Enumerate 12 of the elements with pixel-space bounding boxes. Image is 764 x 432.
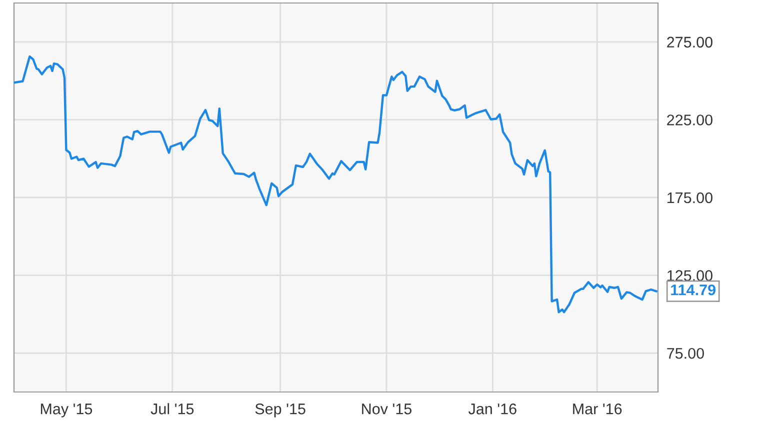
y-tick-label: 225.00	[667, 114, 712, 126]
x-tick-label: Jul '15	[150, 403, 194, 414]
x-tick-label: Nov '15	[362, 404, 412, 414]
annotation: 114.79	[671, 284, 716, 296]
x-tick-label: May '15	[40, 404, 92, 418]
x-tick-label: Jan '16	[468, 404, 516, 414]
y-tick-label: 75.00	[667, 348, 704, 359]
line-series	[14, 55, 658, 314]
y-tick-label: 275.00	[667, 36, 712, 48]
y-tick-label: 175.00	[668, 192, 712, 204]
x-tick-label: Mar '16	[573, 404, 622, 414]
x-tick-label: Sep '15	[255, 404, 306, 418]
